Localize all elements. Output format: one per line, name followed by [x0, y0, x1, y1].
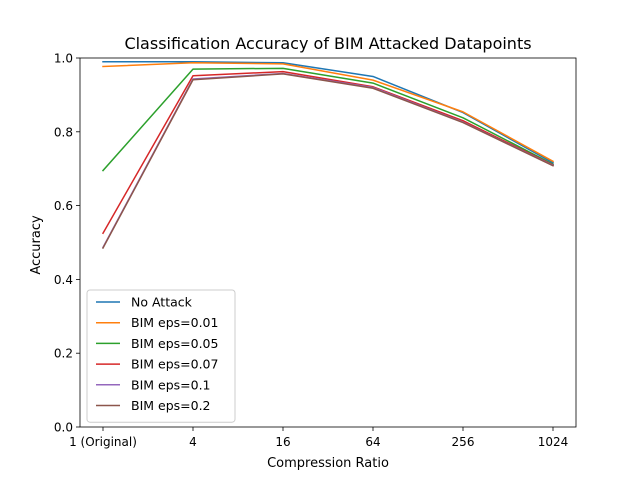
series-line-3 — [101, 70, 555, 235]
series-line-2 — [101, 67, 555, 172]
legend-box — [86, 289, 236, 423]
legend: No Attack BIM eps=0.01 BIM eps=0.05 BIM eps… — [86, 289, 236, 423]
axes-frame — [79, 57, 577, 428]
y-tick-label: 1.0 — [54, 52, 73, 66]
legend-label-2: BIM eps=0.05 — [131, 336, 218, 351]
y-tick-label: 0.2 — [54, 347, 73, 361]
y-tick-label: 0.6 — [54, 199, 73, 213]
series-line-1 — [102, 62, 555, 163]
legend-label-1: BIM eps=0.01 — [131, 315, 218, 330]
axes-frame-border — [79, 57, 577, 428]
y-axis-ticks: 0.0 0.2 0.4 0.6 0.8 1.0 — [54, 52, 80, 435]
legend-label-4: BIM eps=0.1 — [131, 377, 211, 392]
x-axis-ticks: 1 (Original) 4 16 64 256 1024 — [69, 427, 568, 449]
x-tick-label: 64 — [365, 435, 380, 449]
series-line-0 — [102, 60, 555, 164]
x-tick-label: 16 — [275, 435, 290, 449]
series-lines — [101, 60, 555, 250]
x-tick-label: 4 — [189, 435, 197, 449]
legend-label-0: No Attack — [131, 295, 193, 310]
legend-label-3: BIM eps=0.07 — [131, 357, 218, 372]
y-tick-label: 0.8 — [54, 125, 73, 139]
y-axis-label: Accuracy — [29, 215, 44, 275]
x-tick-label: 1024 — [538, 435, 569, 449]
x-axis-label: Compression Ratio — [267, 456, 389, 471]
legend-label-5: BIM eps=0.2 — [131, 398, 211, 413]
chart-title: Classification Accuracy of BIM Attacked … — [124, 34, 531, 53]
y-tick-label: 0.0 — [54, 421, 73, 435]
x-tick-label: 1 (Original) — [69, 435, 137, 449]
x-tick-label: 256 — [452, 435, 475, 449]
series-line-5 — [101, 73, 555, 250]
y-tick-label: 0.4 — [54, 273, 73, 287]
